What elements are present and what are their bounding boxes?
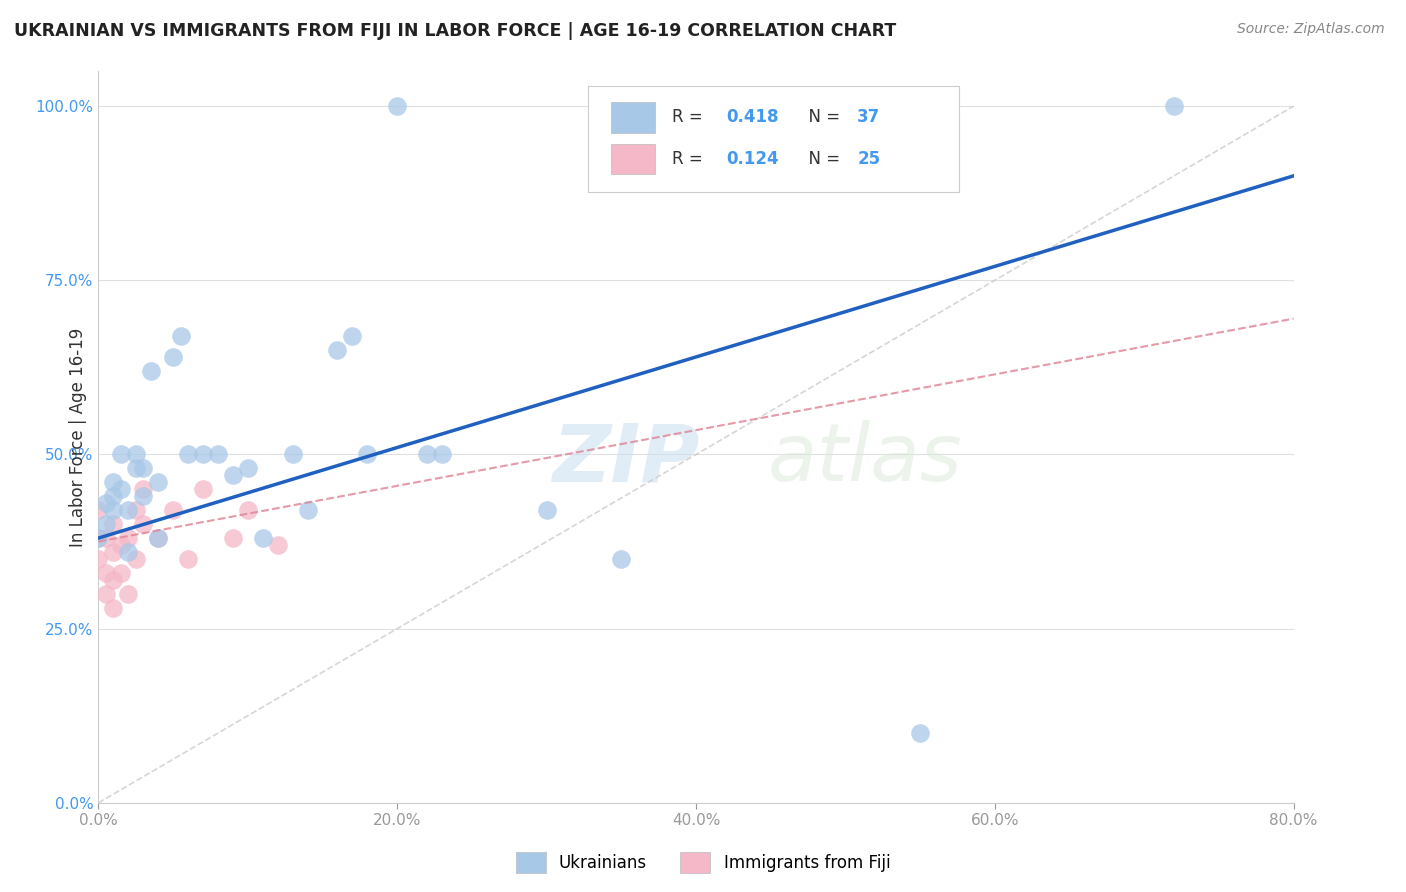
Point [148, 531, 170, 545]
Point [416, 448, 439, 462]
Y-axis label: In Labor Force | Age 16-19: In Labor Force | Age 16-19 [69, 327, 87, 547]
Point [281, 448, 304, 462]
FancyBboxPatch shape [612, 102, 655, 133]
Point [117, 531, 139, 545]
Text: 0.124: 0.124 [725, 150, 779, 168]
Point [132, 461, 155, 475]
Point [94, 587, 117, 601]
Point [177, 552, 200, 566]
FancyBboxPatch shape [612, 144, 655, 175]
Point [430, 448, 453, 462]
Text: ZIP: ZIP [553, 420, 700, 498]
Text: 25: 25 [858, 150, 880, 168]
Point [236, 503, 259, 517]
Point [356, 448, 378, 462]
Point [267, 538, 290, 552]
Text: UKRAINIAN VS IMMIGRANTS FROM FIJI IN LABOR FORCE | AGE 16-19 CORRELATION CHART: UKRAINIAN VS IMMIGRANTS FROM FIJI IN LAB… [14, 22, 896, 40]
Point [110, 483, 132, 497]
Text: R =: R = [672, 150, 709, 168]
Point [103, 600, 125, 615]
Text: N =: N = [797, 109, 845, 127]
Point [610, 552, 633, 566]
Point [117, 545, 139, 559]
Point [162, 350, 184, 364]
Point [132, 483, 155, 497]
Point [94, 496, 117, 510]
Point [139, 364, 162, 378]
Point [103, 573, 125, 587]
Point [103, 489, 125, 503]
Point [191, 448, 214, 462]
Point [94, 566, 117, 580]
Point [125, 503, 148, 517]
Text: Source: ZipAtlas.com: Source: ZipAtlas.com [1237, 22, 1385, 37]
FancyBboxPatch shape [589, 86, 959, 192]
Point [207, 448, 229, 462]
Point [177, 448, 200, 462]
Text: 0.418: 0.418 [725, 109, 779, 127]
Legend: Ukrainians, Immigrants from Fiji: Ukrainians, Immigrants from Fiji [509, 846, 897, 880]
Point [87, 531, 110, 545]
Text: N =: N = [797, 150, 845, 168]
Point [110, 538, 132, 552]
Point [87, 503, 110, 517]
Point [297, 503, 319, 517]
Point [94, 517, 117, 532]
Point [326, 343, 349, 357]
Point [169, 329, 191, 343]
Point [117, 503, 139, 517]
Point [103, 475, 125, 490]
Point [103, 517, 125, 532]
Point [132, 489, 155, 503]
Point [222, 468, 245, 483]
Point [908, 726, 931, 740]
Point [110, 566, 132, 580]
Point [162, 503, 184, 517]
Point [222, 531, 245, 545]
Text: R =: R = [672, 109, 709, 127]
Point [87, 531, 110, 545]
Point [132, 517, 155, 532]
Point [94, 531, 117, 545]
Point [87, 552, 110, 566]
Point [125, 448, 148, 462]
Point [103, 503, 125, 517]
Point [385, 99, 409, 113]
Point [536, 503, 558, 517]
Point [125, 552, 148, 566]
Point [103, 545, 125, 559]
Point [342, 329, 364, 343]
Point [1163, 99, 1185, 113]
Point [110, 448, 132, 462]
Point [117, 587, 139, 601]
Text: 37: 37 [858, 109, 880, 127]
Point [191, 483, 214, 497]
Point [125, 461, 148, 475]
Text: atlas: atlas [768, 420, 963, 498]
Point [148, 475, 170, 490]
Point [236, 461, 259, 475]
Point [148, 531, 170, 545]
Point [252, 531, 274, 545]
